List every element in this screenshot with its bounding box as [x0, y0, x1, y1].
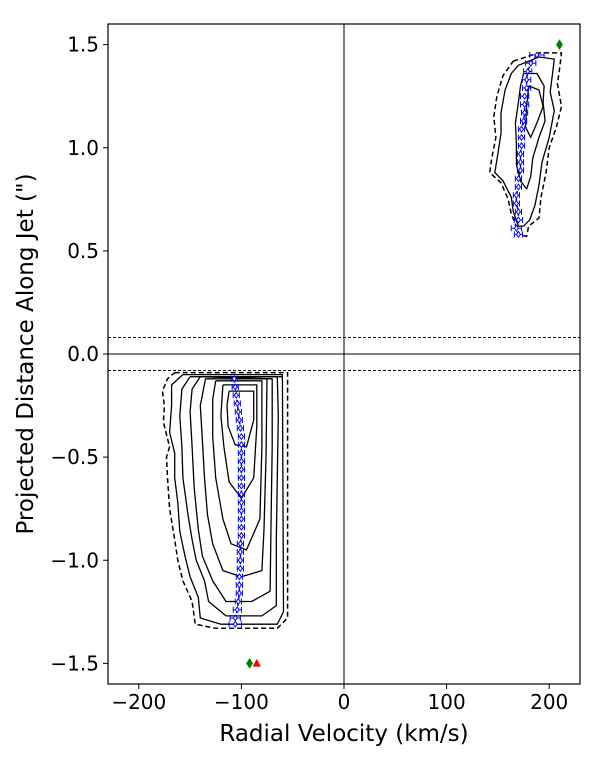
centroid-point	[237, 540, 243, 548]
centroid-point	[522, 100, 528, 109]
centroid-point	[236, 573, 242, 581]
centroid-point	[518, 142, 525, 150]
contour-line	[524, 85, 544, 139]
plot-data-layer	[108, 24, 580, 684]
y-tick-label: 1.5	[67, 33, 99, 57]
y-tick-label: −0.5	[50, 445, 99, 469]
centroid-point	[238, 449, 244, 457]
centroid-point	[237, 424, 243, 432]
centroid-point	[233, 391, 239, 399]
contour-outer-dashed	[161, 371, 289, 630]
centroid-point	[238, 441, 244, 449]
centroid-point	[517, 158, 524, 166]
centroid-point	[238, 490, 244, 498]
x-tick-label: 0	[338, 690, 351, 714]
axis-ticks: −200 −100 0 100 200 −1.5 −1.0 −0.5 0.0 0.5 1.0 1.5	[50, 33, 568, 714]
centroid-point	[237, 548, 243, 556]
y-tick-label: 0.5	[67, 239, 99, 263]
centroid-point	[534, 51, 540, 59]
centroid-point	[518, 133, 525, 142]
centroid-point	[515, 216, 522, 224]
contour-line	[179, 376, 279, 617]
y-tick-label: 0.0	[67, 342, 99, 366]
centroid-point	[238, 432, 244, 441]
x-tick-label: −100	[214, 690, 269, 714]
centroid-point	[520, 117, 527, 125]
y-tick-label: 1.0	[67, 136, 99, 160]
centroid-point	[515, 230, 522, 239]
red-triangle-marker	[252, 658, 262, 667]
contour-line	[220, 384, 258, 500]
centroid-point	[518, 125, 525, 133]
contour-outer-dashed	[488, 52, 563, 238]
y-axis-label: Projected Distance Along Jet (")	[13, 173, 39, 534]
contour-line	[199, 378, 268, 578]
centroid-point	[232, 620, 238, 628]
centroid-point	[513, 199, 519, 208]
centroid-point	[515, 175, 522, 183]
centroid-point	[238, 482, 244, 490]
centroid-point	[237, 556, 243, 564]
centroid-point	[522, 92, 528, 100]
centroid-point	[238, 515, 244, 523]
green-diamond-marker	[246, 657, 254, 669]
centroid-point	[515, 183, 522, 191]
centroid-point	[517, 166, 524, 175]
centroid-point	[235, 408, 241, 416]
x-tick-label: 200	[530, 690, 568, 714]
centroid-point	[236, 416, 242, 424]
centroid-point	[528, 59, 534, 67]
x-tick-label: −200	[111, 690, 166, 714]
centroid-point	[513, 191, 519, 199]
x-tick-label: 100	[428, 690, 466, 714]
centroid-point	[517, 150, 524, 158]
centroid-point	[515, 208, 522, 216]
centroid-point	[238, 474, 244, 482]
centroid-point	[232, 383, 238, 391]
x-axis-label: Radial Velocity (km/s)	[219, 721, 468, 747]
centroid-point	[234, 606, 240, 614]
centroid-point	[236, 581, 242, 589]
centroid-point	[513, 224, 519, 232]
y-tick-label: −1.5	[50, 651, 99, 675]
centroid-point	[235, 597, 241, 606]
centroid-point	[524, 84, 530, 92]
y-tick-label: −1.0	[50, 548, 99, 572]
contour-line	[494, 56, 555, 227]
contour-line	[212, 380, 263, 551]
contour-line	[514, 72, 546, 190]
centroid-point	[238, 523, 244, 531]
centroid-point	[236, 589, 242, 597]
contour-line	[189, 376, 273, 603]
centroid-point	[237, 564, 243, 573]
centroid-point	[238, 507, 244, 515]
centroid-point	[524, 76, 530, 84]
contour-line	[168, 373, 285, 625]
centroid-point	[238, 457, 244, 465]
centroid-point	[234, 399, 240, 408]
centroid-point	[522, 109, 528, 117]
centroid-point	[238, 465, 244, 474]
green-diamond-marker	[555, 39, 563, 51]
centroid-point	[231, 375, 237, 383]
centroid-point	[525, 67, 531, 76]
centroid-point	[238, 498, 244, 507]
centroid-point	[238, 531, 244, 540]
